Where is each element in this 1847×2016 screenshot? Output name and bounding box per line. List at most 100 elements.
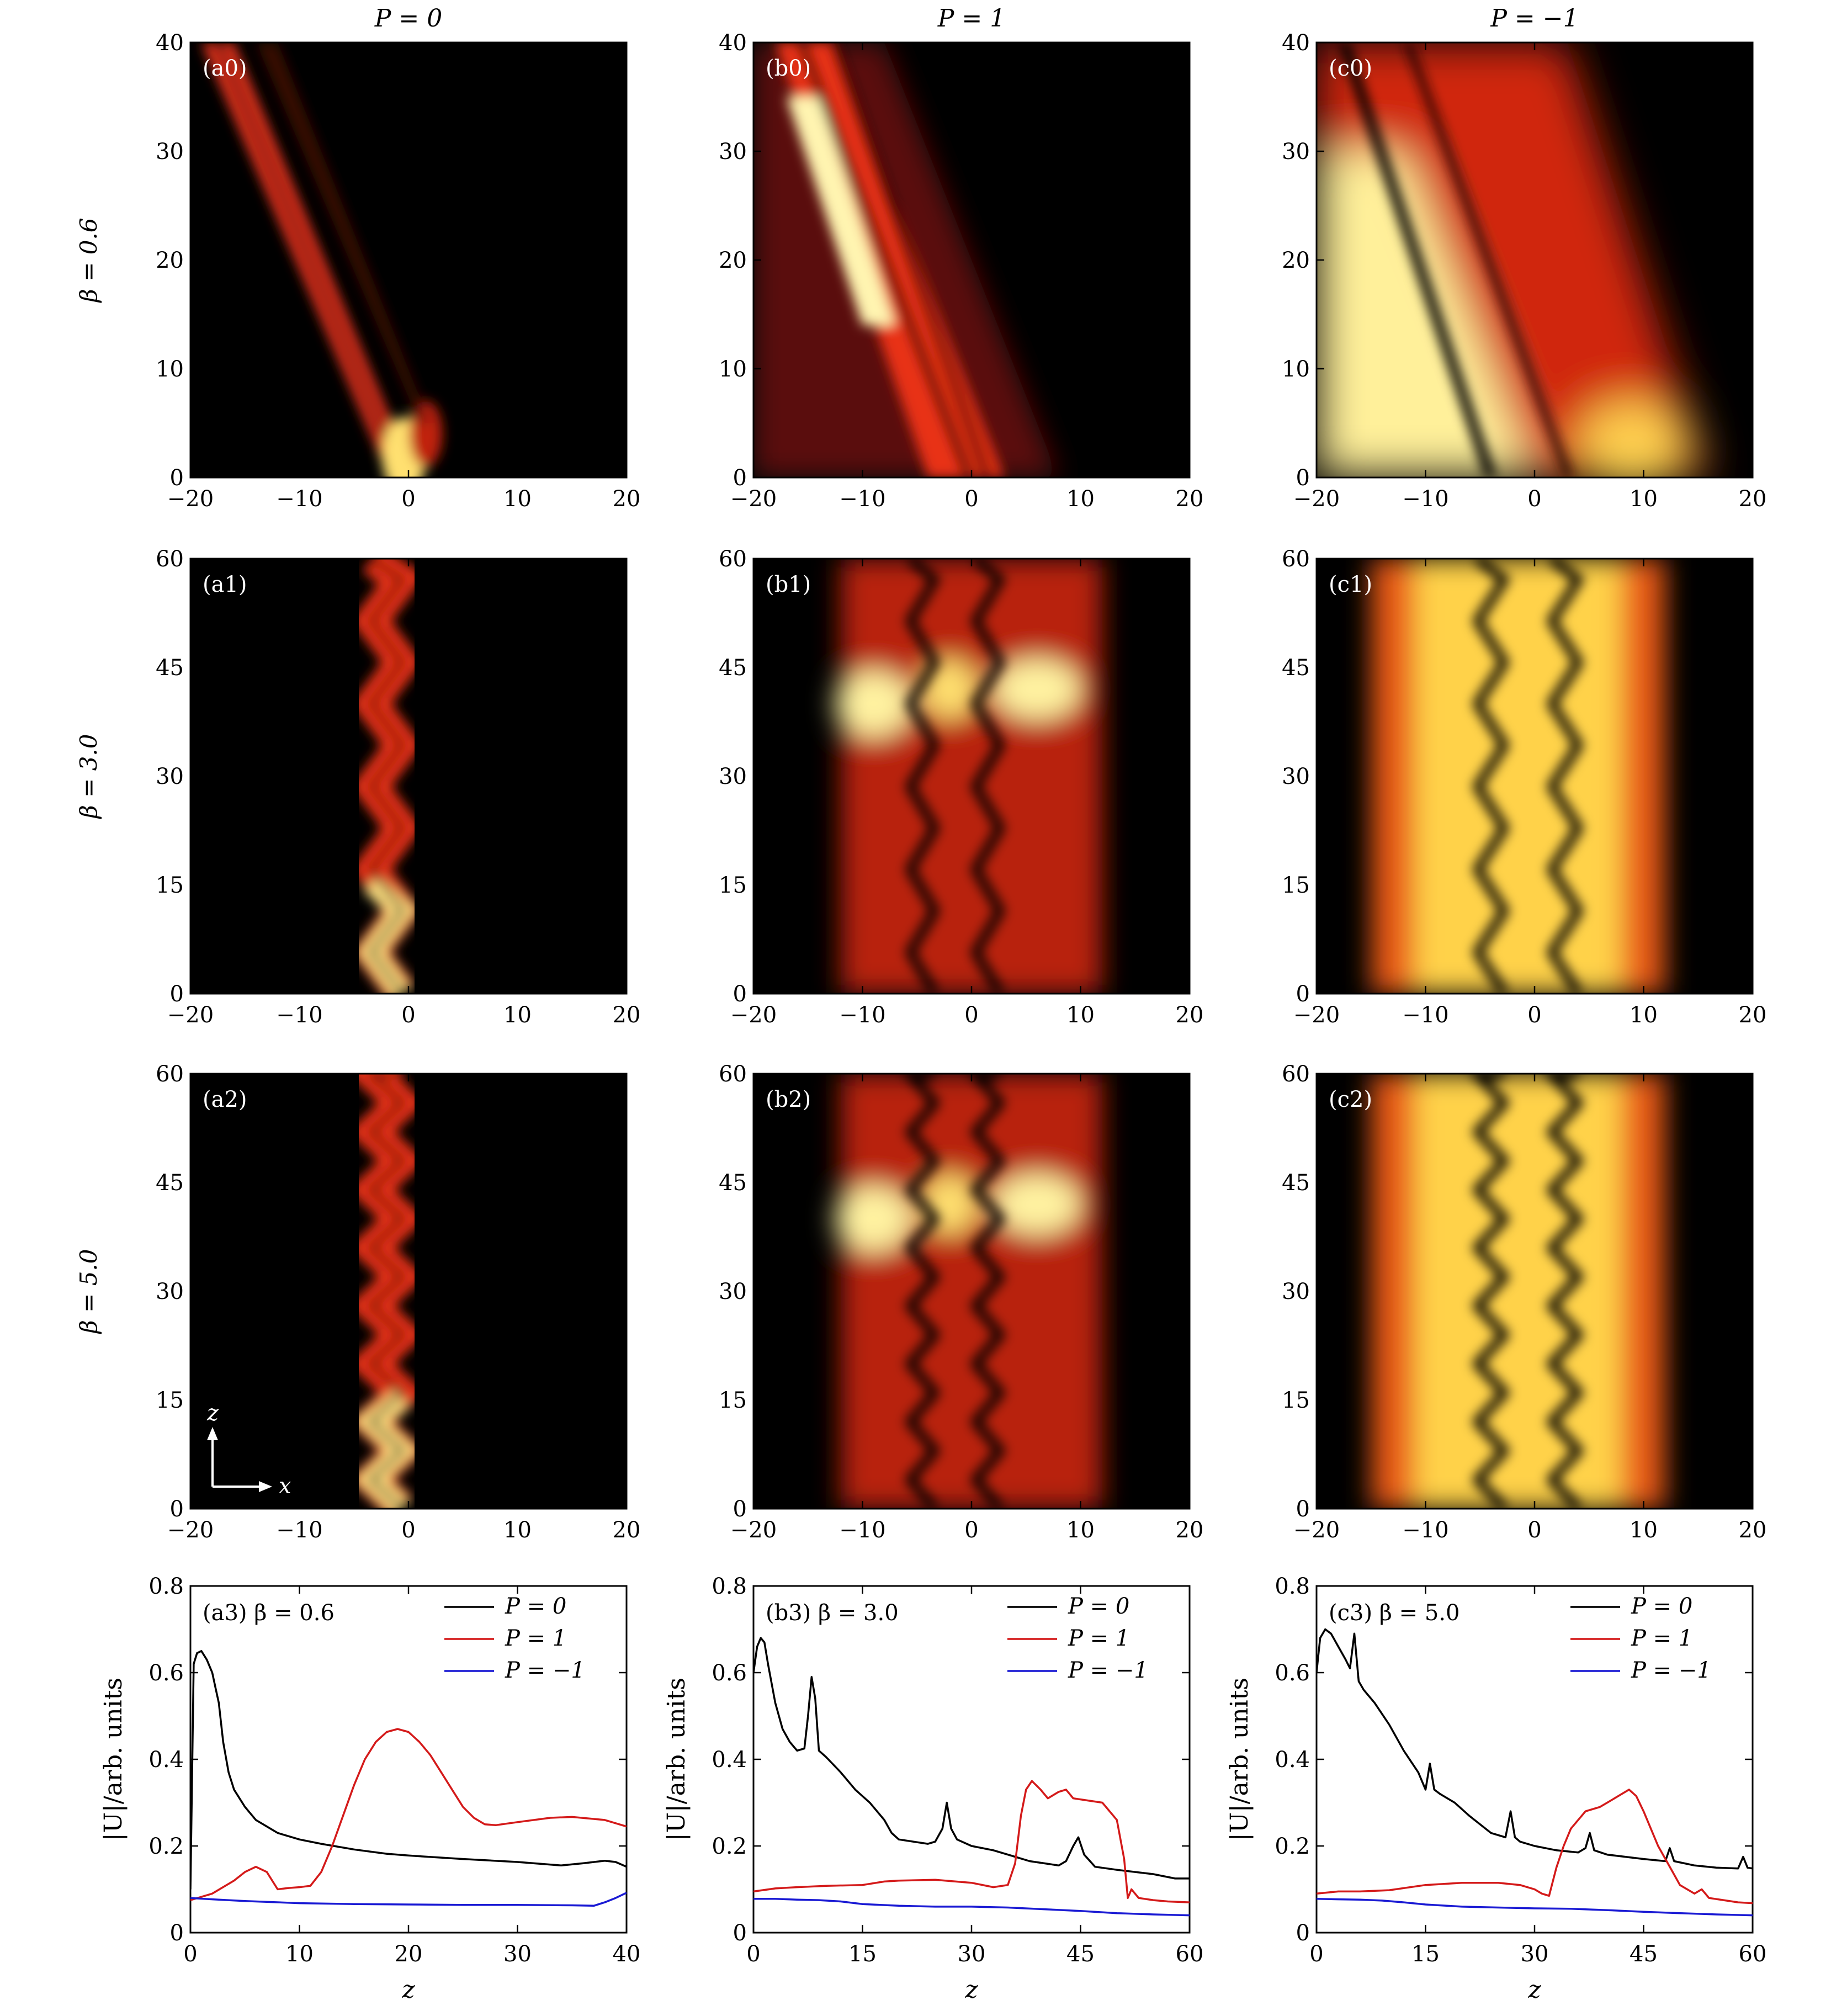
legend-label: P = 0	[1631, 1594, 1692, 1619]
x-axis-label: z	[401, 1976, 415, 2004]
series-line-2	[753, 1898, 1190, 1917]
y-tick-label: 0	[170, 982, 184, 1007]
heatmap-panel-b1: −20 −10 0 10 20 0 15 30 45 60 (b1)	[719, 547, 1203, 1028]
y-tick-label: 0.8	[712, 1574, 747, 1599]
column-title-0: P = 0	[374, 4, 442, 33]
y-tick-label: 0.8	[148, 1574, 184, 1599]
y-tick-label: 0	[1296, 1920, 1310, 1946]
x-tick-label: 0	[401, 486, 415, 512]
x-tick-label: −10	[839, 486, 885, 512]
panel-label: (c1)	[1329, 572, 1372, 597]
x-tick-label: 20	[1739, 1518, 1767, 1543]
heatmap-panel-c0: −20 −10 0 10 20 0 10 20 30 40 (c0)	[1282, 30, 1766, 512]
panel-label: (b1)	[766, 572, 811, 597]
line-panel-b3: 0 15 30 45 60 0 0.2 0.4 0.6 0.8 P = 0 P = 1 P = −1 (b…	[662, 1574, 1203, 2004]
x-tick-label: 10	[1066, 1518, 1095, 1543]
heatmap-image	[1317, 43, 1753, 478]
x-axis-label: z	[964, 1976, 978, 2004]
y-tick-label: 60	[719, 547, 747, 572]
y-tick-label: 0.6	[712, 1660, 747, 1686]
x-tick-label: 0	[964, 1518, 978, 1543]
y-tick-label: 30	[719, 1279, 747, 1304]
legend-label: P = −1	[1631, 1658, 1711, 1683]
y-tick-label: 30	[156, 1279, 184, 1304]
line-panel-a3: 0 10 20 30 40 0 0.2 0.4 0.6 0.8 P = 0 P = 1 P = −1 (a…	[99, 1574, 640, 2004]
x-tick-label: 20	[613, 1518, 641, 1543]
x-tick-label: 10	[1066, 486, 1095, 512]
y-axis-label: |U|/arb. units	[662, 1678, 691, 1841]
legend-label: P = 0	[505, 1594, 566, 1619]
x-tick-label: 10	[503, 1518, 532, 1543]
x-tick-label: −20	[730, 1518, 777, 1543]
heatmap-image	[753, 1074, 1190, 1509]
heatmap-panel-c1: −20 −10 0 10 20 0 15 30 45 60 (c1)	[1282, 547, 1766, 1028]
y-tick-label: 0	[170, 1497, 184, 1522]
panel-label: (c2)	[1329, 1087, 1372, 1112]
x-arrowhead	[259, 1481, 272, 1492]
heatmap-panel-b2: −20 −10 0 10 20 0 15 30 45 60 (b2)	[719, 1062, 1203, 1543]
panel-label: (c3) β = 5.0	[1329, 1600, 1459, 1626]
heatmap-image	[190, 559, 627, 994]
y-tick-label: 15	[719, 873, 747, 898]
x-tick-label: 0	[1527, 486, 1541, 512]
y-tick-label: 30	[1282, 764, 1310, 789]
y-tick-label: 45	[1282, 655, 1310, 681]
legend-label: P = 0	[1068, 1594, 1129, 1619]
y-tick-label: 0.4	[712, 1747, 747, 1773]
y-tick-label: 15	[719, 1388, 747, 1413]
y-tick-label: 0.4	[1275, 1747, 1310, 1773]
line-panel-c3: 0 15 30 45 60 0 0.2 0.4 0.6 0.8 P = 0 P = 1 P = −1 (c…	[1225, 1574, 1766, 2004]
panel-label: (a0)	[203, 56, 247, 81]
y-tick-label: 30	[719, 764, 747, 789]
x-tick-label: 10	[1066, 1002, 1095, 1028]
y-tick-label: 0	[170, 1920, 184, 1946]
y-tick-label: 0	[733, 465, 747, 491]
y-tick-label: 0.2	[712, 1834, 747, 1859]
y-tick-label: 30	[156, 764, 184, 789]
x-tick-label: 10	[503, 486, 532, 512]
y-tick-label: 0	[170, 465, 184, 491]
x-tick-label: 0	[183, 1941, 197, 1967]
y-tick-label: 15	[1282, 1388, 1310, 1413]
y-tick-label: 60	[156, 1062, 184, 1087]
x-tick-label: 20	[1176, 486, 1204, 512]
x-axis-label: z	[1527, 1976, 1541, 2004]
x-tick-label: 0	[964, 1002, 978, 1028]
heatmap-panel-c2: −20 −10 0 10 20 0 15 30 45 60 (c2)	[1282, 1062, 1766, 1543]
x-tick-label: 30	[503, 1941, 532, 1967]
x-tick-label: 0	[1527, 1518, 1541, 1543]
y-tick-label: 10	[719, 357, 747, 382]
y-tick-label: 30	[1282, 139, 1310, 165]
x-tick-label: 20	[613, 1002, 641, 1028]
y-tick-label: 0.8	[1275, 1574, 1310, 1599]
x-tick-label: 10	[1630, 1002, 1658, 1028]
heatmap-image	[1317, 559, 1753, 994]
x-tick-label: 20	[613, 486, 641, 512]
x-tick-label: 10	[285, 1941, 314, 1967]
panel-label: (a2)	[203, 1087, 247, 1112]
x-tick-label: 60	[1739, 1941, 1767, 1967]
legend-label: P = 1	[1631, 1626, 1692, 1651]
y-tick-label: 40	[1282, 30, 1310, 56]
x-tick-label: 45	[1630, 1941, 1658, 1967]
heatmap-image	[753, 43, 1190, 478]
y-axis-label: |U|/arb. units	[99, 1678, 128, 1841]
series-line-0	[190, 1650, 627, 1890]
y-tick-label: 40	[719, 30, 747, 56]
y-tick-label: 60	[1282, 1062, 1310, 1087]
y-tick-label: 20	[719, 248, 747, 273]
y-tick-label: 10	[1282, 357, 1310, 382]
x-tick-label: −10	[839, 1518, 885, 1543]
panel-label: (b2)	[766, 1087, 811, 1112]
x-tick-label: −20	[1293, 1518, 1340, 1543]
y-tick-label: 0	[733, 1497, 747, 1522]
series-line-2	[1317, 1898, 1753, 1917]
y-tick-label: 40	[156, 30, 184, 56]
z-arrowhead	[207, 1427, 218, 1440]
inset-z-label: z	[206, 1400, 219, 1426]
y-tick-label: 45	[156, 655, 184, 681]
x-tick-label: −10	[276, 486, 322, 512]
x-tick-label: −10	[1402, 1002, 1448, 1028]
x-tick-label: 20	[1176, 1518, 1204, 1543]
